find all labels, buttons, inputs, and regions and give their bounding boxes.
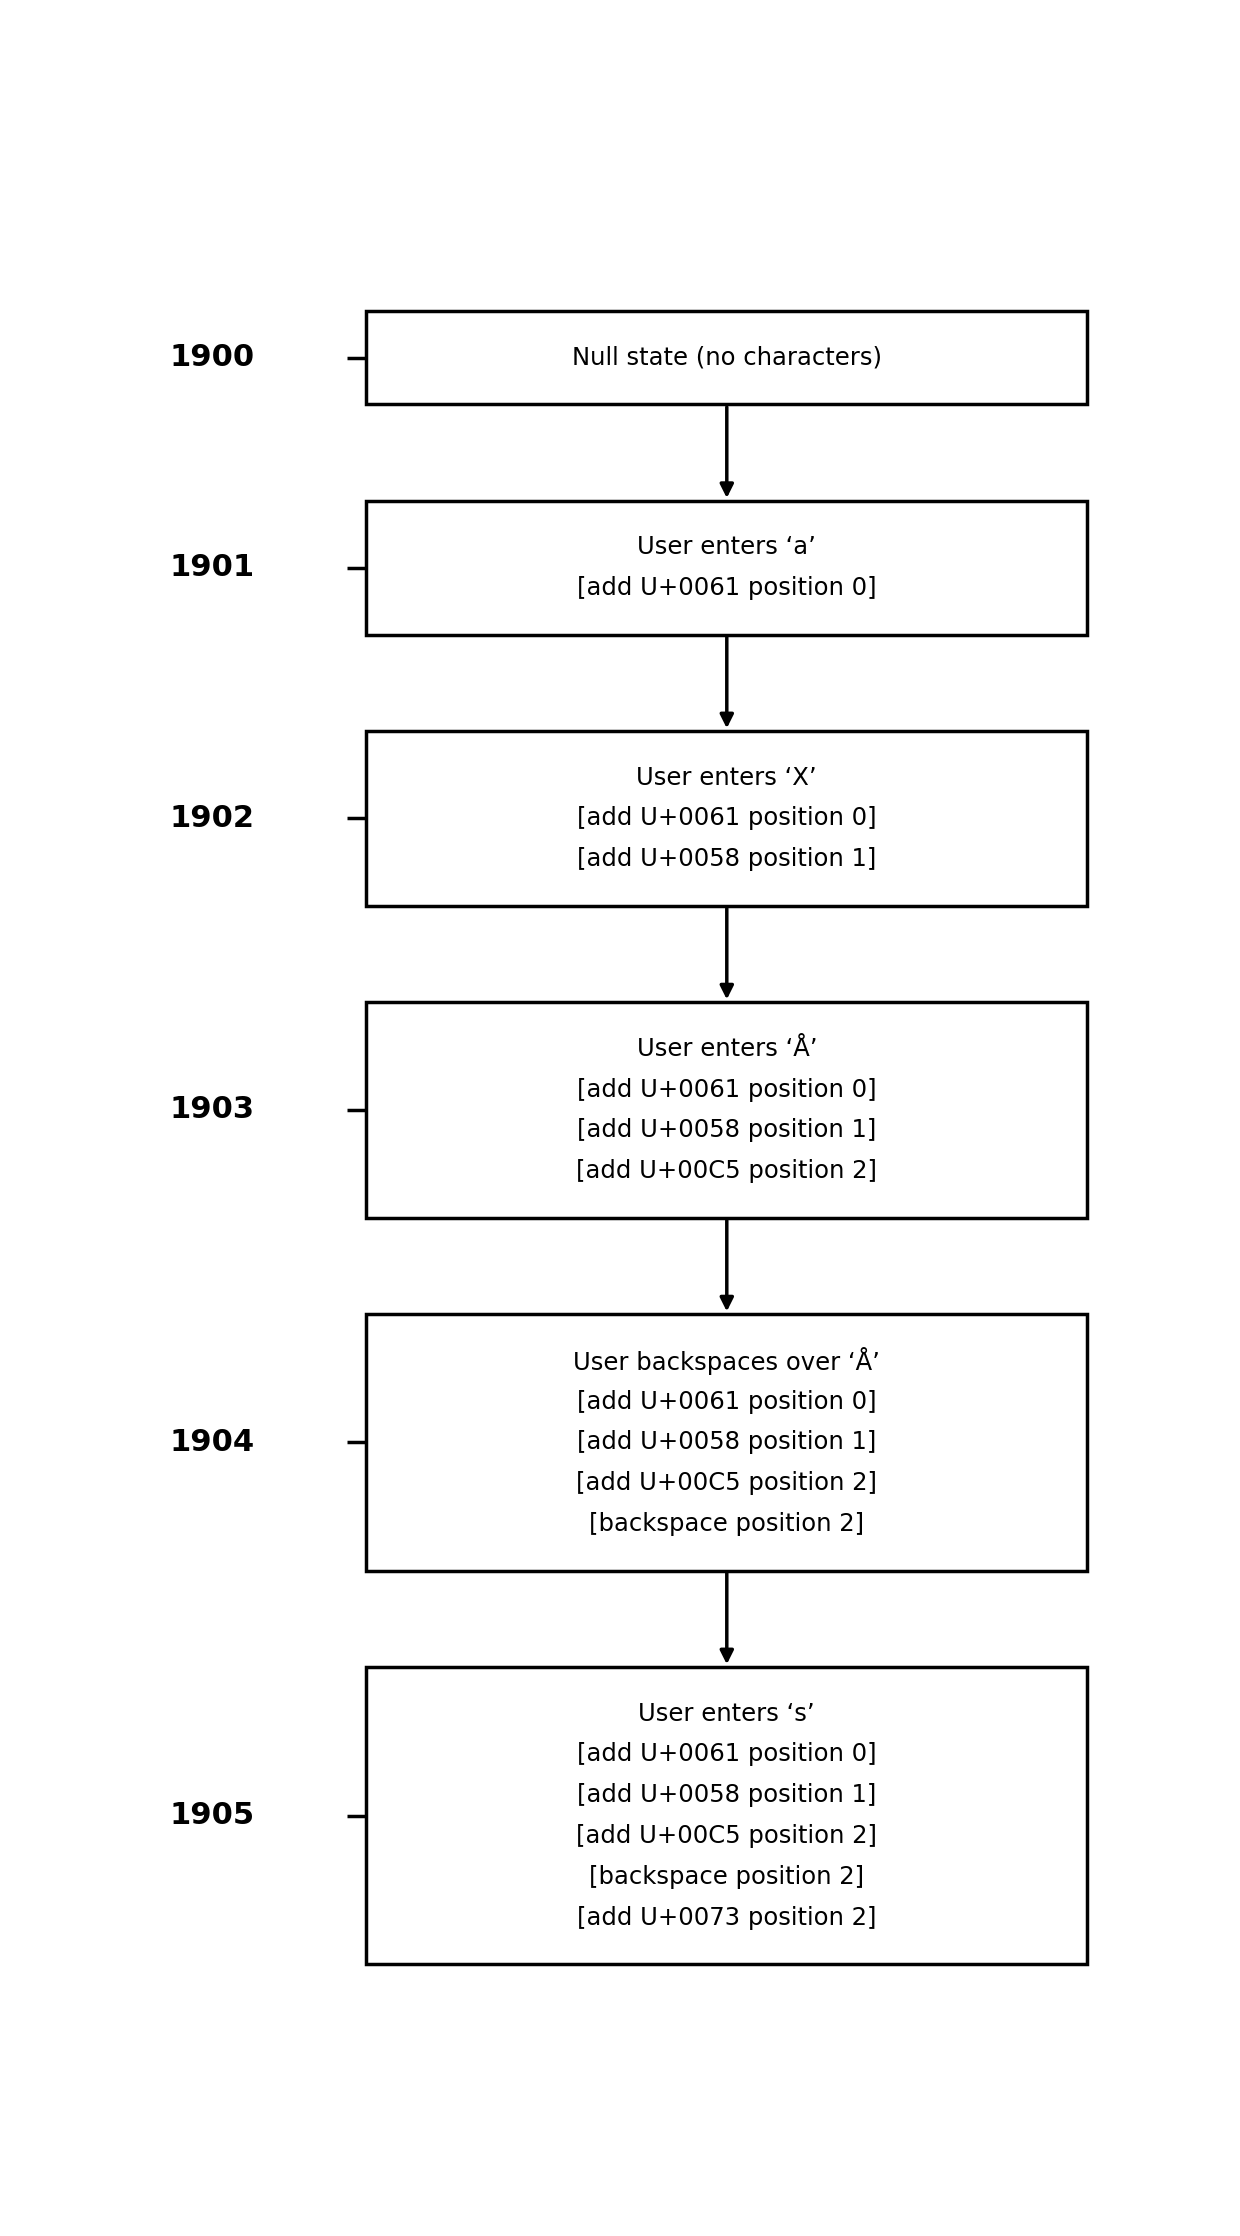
Text: 1905: 1905	[170, 1802, 254, 1829]
Text: [add U+0061 position 0]: [add U+0061 position 0]	[577, 1389, 877, 1413]
Bar	[367, 501, 1087, 635]
Text: User enters ‘X’: User enters ‘X’	[636, 765, 817, 789]
Bar	[367, 311, 1087, 405]
Text: [add U+0058 position 1]: [add U+0058 position 1]	[577, 1784, 877, 1807]
Text: User backspaces over ‘Å’: User backspaces over ‘Å’	[573, 1346, 880, 1375]
Text: [add U+0061 position 0]: [add U+0061 position 0]	[577, 1078, 877, 1102]
Text: [add U+0061 position 0]: [add U+0061 position 0]	[577, 1742, 877, 1766]
Text: 1900: 1900	[170, 344, 254, 371]
Bar	[367, 1315, 1087, 1570]
Text: [add U+00C5 position 2]: [add U+00C5 position 2]	[577, 1471, 877, 1496]
Text: User enters ‘s’: User enters ‘s’	[639, 1702, 815, 1726]
Text: [add U+00C5 position 2]: [add U+00C5 position 2]	[577, 1158, 877, 1183]
Text: [add U+0058 position 1]: [add U+0058 position 1]	[577, 1431, 877, 1453]
Text: 1904: 1904	[170, 1429, 254, 1458]
Text: User enters ‘Å’: User enters ‘Å’	[636, 1038, 817, 1060]
Text: [add U+0061 position 0]: [add U+0061 position 0]	[577, 577, 877, 599]
Text: [add U+0073 position 2]: [add U+0073 position 2]	[577, 1905, 877, 1930]
Bar	[367, 1002, 1087, 1219]
Text: [add U+0058 position 1]: [add U+0058 position 1]	[577, 1118, 877, 1143]
Text: [add U+00C5 position 2]: [add U+00C5 position 2]	[577, 1825, 877, 1849]
Bar	[367, 1668, 1087, 1963]
Text: User enters ‘a’: User enters ‘a’	[637, 534, 816, 559]
Text: [backspace position 2]: [backspace position 2]	[589, 1865, 864, 1889]
Bar	[367, 731, 1087, 906]
Text: [backspace position 2]: [backspace position 2]	[589, 1512, 864, 1536]
Text: [add U+0061 position 0]: [add U+0061 position 0]	[577, 807, 877, 830]
Text: Null state (no characters): Null state (no characters)	[572, 347, 882, 369]
Text: 1901: 1901	[170, 552, 254, 581]
Text: 1903: 1903	[170, 1096, 254, 1125]
Text: [add U+0058 position 1]: [add U+0058 position 1]	[577, 847, 877, 872]
Text: 1902: 1902	[170, 805, 254, 832]
